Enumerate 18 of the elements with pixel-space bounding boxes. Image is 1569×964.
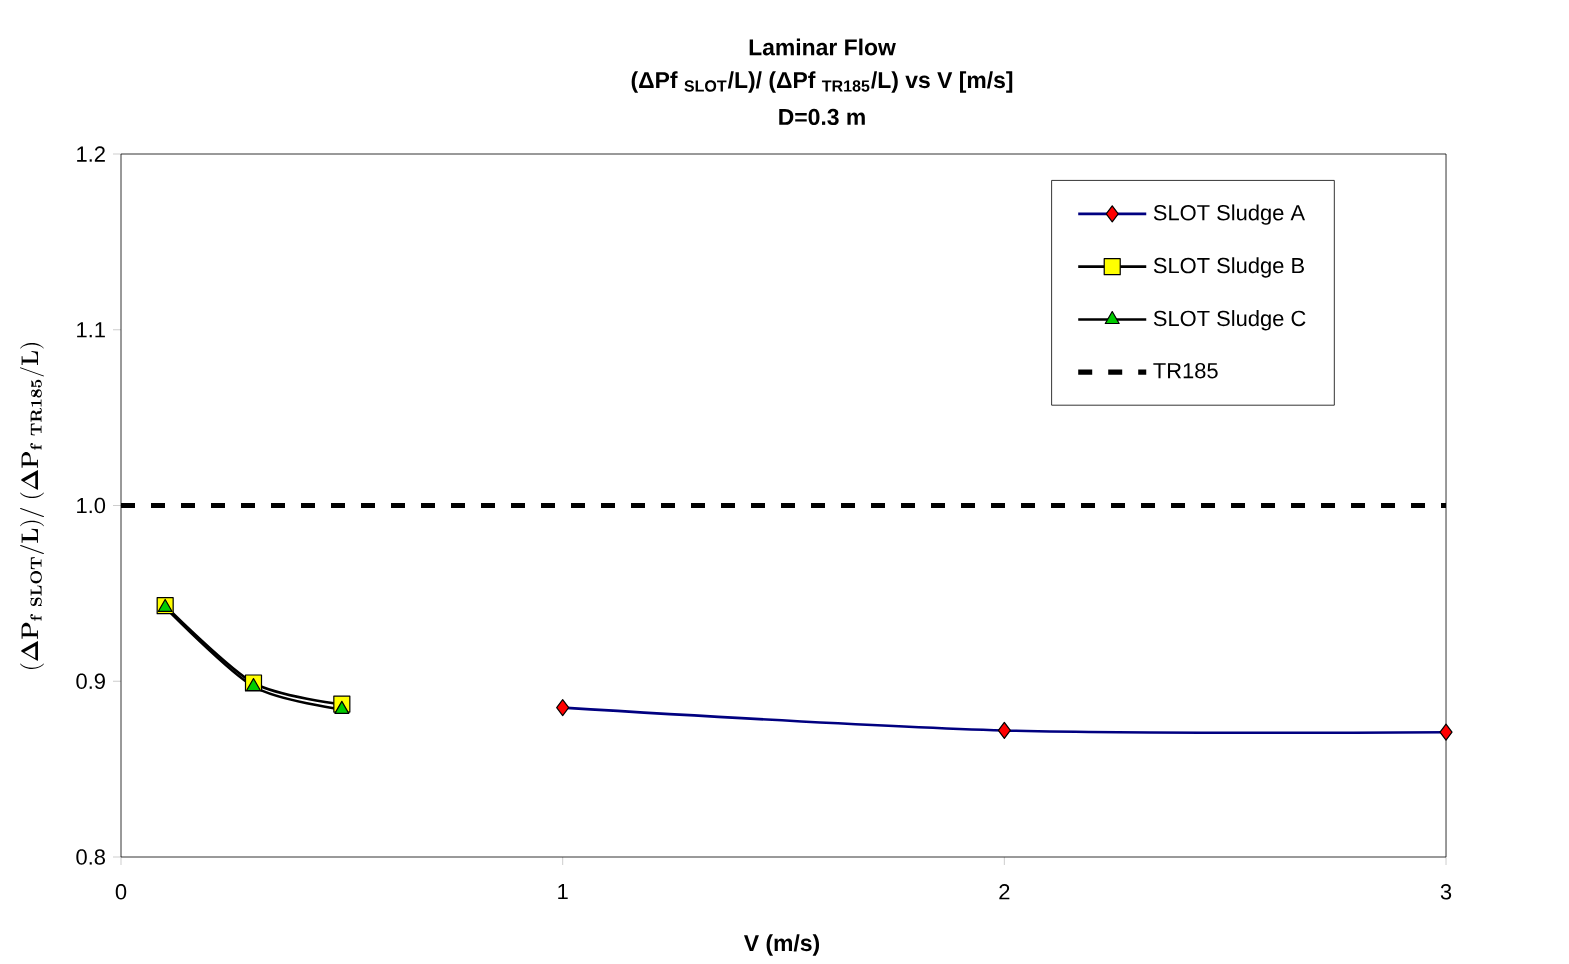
- chart-title: Laminar Flow: [749, 38, 896, 56]
- y-tick-label: 1.2: [77, 146, 105, 162]
- x-tick-label: 0: [115, 884, 127, 900]
- x-axis-title: V (m/s): [743, 934, 820, 956]
- y-tick-label: 0.8: [76, 849, 105, 865]
- y-tick-label: 1.0: [77, 497, 106, 514]
- legend-label: SLOT Sludge B: [1153, 257, 1304, 278]
- legend-label: SLOT Sludge A: [1153, 204, 1306, 225]
- text: D=0.3 m: [779, 108, 865, 126]
- legend-label: TR185: [1153, 362, 1218, 379]
- y-tick-label: 0.9: [76, 673, 105, 690]
- y-axis-title: $\mathbf{(\Delta P_{f\ SLOT}/L)/\ (\Delta P_{f\ TR185}/L)}$: [20, 343, 44, 669]
- y-tick-label: 1.1: [77, 322, 105, 338]
- legend-label: SLOT Sludge C: [1153, 310, 1306, 331]
- chart-subtitle: (ΔPf $_{SLOT}$/L)/ (ΔPf $_{TR185}$/L) vs V [m/s]: [631, 71, 1013, 93]
- x-tick-label: 3: [1440, 884, 1452, 900]
- x-tick-label: 1: [558, 884, 568, 900]
- x-tick-label: 2: [999, 884, 1010, 900]
